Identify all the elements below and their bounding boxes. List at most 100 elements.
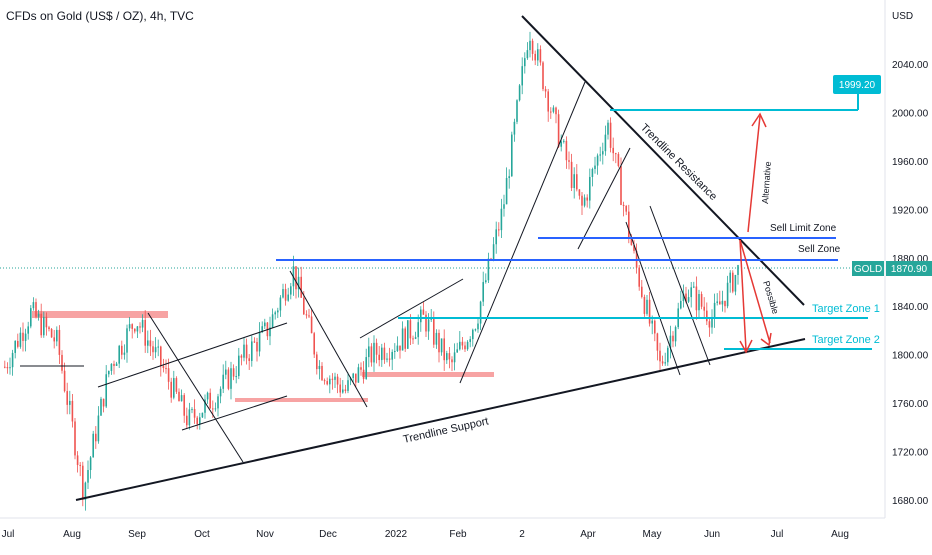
candle	[14, 340, 16, 359]
candle	[256, 337, 258, 362]
candle	[323, 378, 326, 385]
candle	[526, 42, 529, 60]
candle	[583, 194, 586, 208]
candle-body	[531, 40, 534, 54]
candle	[576, 164, 578, 192]
candle-body	[446, 353, 448, 361]
candle-body	[154, 347, 157, 353]
candle	[396, 336, 399, 352]
candle-body	[482, 282, 484, 302]
candle-body	[76, 455, 79, 465]
candle-body	[269, 327, 271, 337]
candle-body	[274, 312, 276, 315]
candle-body	[342, 389, 344, 393]
candle	[399, 345, 401, 359]
candle-body	[630, 237, 633, 246]
candle-body	[430, 318, 432, 320]
candle-body	[524, 58, 526, 67]
candle-body	[555, 107, 557, 115]
candle-body	[235, 376, 237, 378]
candle-body	[63, 370, 66, 392]
candle-body	[115, 363, 118, 366]
candle	[503, 194, 505, 217]
candle-body	[321, 365, 323, 381]
candle-body	[503, 204, 505, 209]
candle	[433, 311, 435, 348]
candle	[17, 333, 19, 349]
candle	[344, 384, 347, 394]
candle-body	[641, 286, 643, 297]
x-tick-label: Apr	[580, 529, 596, 540]
candle-body	[573, 174, 575, 188]
candles	[4, 31, 739, 511]
candle	[136, 326, 139, 338]
candle	[638, 264, 640, 291]
candle	[45, 312, 48, 336]
candle-body	[563, 140, 565, 142]
candle-body	[651, 320, 653, 324]
candle-body	[297, 276, 300, 290]
candle	[313, 331, 315, 358]
candle	[482, 271, 484, 307]
x-tick-label: Feb	[449, 529, 467, 540]
candle-body	[58, 329, 61, 355]
candle-body	[329, 378, 331, 385]
candle	[100, 396, 102, 416]
candle	[152, 340, 154, 360]
candle-body	[648, 299, 651, 324]
candle-body	[121, 345, 123, 355]
candle-body	[214, 408, 217, 410]
candle-body	[139, 326, 141, 328]
candle	[160, 345, 162, 377]
candle	[284, 283, 287, 306]
candle	[253, 337, 256, 343]
candle-body	[401, 328, 404, 351]
y-tick-label: 1760.00	[892, 399, 929, 410]
candle-body	[542, 62, 544, 90]
candle	[71, 393, 74, 428]
trendline-resistance	[521, 15, 805, 306]
y-axis: 1680.00 1720.00 1760.00 1800.00 1840.00 1880.…	[892, 60, 929, 507]
red-zone-1	[32, 311, 168, 318]
label-target-zone-1: Target Zone 1	[812, 303, 880, 315]
badge-1999-text: 1999.20	[839, 80, 876, 91]
candle	[563, 139, 565, 144]
candle-body	[625, 206, 627, 212]
candle	[217, 393, 219, 417]
candle-body	[687, 297, 690, 302]
candle-body	[206, 392, 209, 400]
candle-body	[368, 346, 370, 358]
candle-body	[258, 332, 261, 352]
candle	[342, 380, 344, 394]
candle	[199, 412, 201, 430]
candle	[565, 136, 568, 169]
pattern-line-3	[147, 312, 244, 463]
candle-body	[508, 176, 510, 179]
candle	[66, 382, 68, 415]
candle	[113, 360, 115, 375]
candle	[115, 361, 118, 366]
candle-body	[386, 358, 388, 360]
candle-body	[27, 326, 29, 334]
candle	[128, 317, 131, 332]
candle-body	[620, 166, 622, 205]
candle	[149, 329, 152, 356]
candle	[230, 361, 232, 400]
candle-body	[97, 415, 100, 442]
candle	[87, 460, 89, 490]
candle-body	[303, 297, 305, 315]
candle	[35, 298, 37, 319]
candle	[201, 412, 204, 418]
candle-body	[391, 351, 393, 360]
candle	[534, 50, 536, 66]
candle-body	[734, 274, 737, 292]
candle-body	[126, 328, 128, 353]
candle-body	[40, 313, 42, 336]
candle	[22, 322, 24, 352]
candle	[300, 266, 302, 298]
candle-body	[474, 329, 477, 331]
candle	[646, 294, 648, 316]
candle-body	[375, 342, 378, 355]
